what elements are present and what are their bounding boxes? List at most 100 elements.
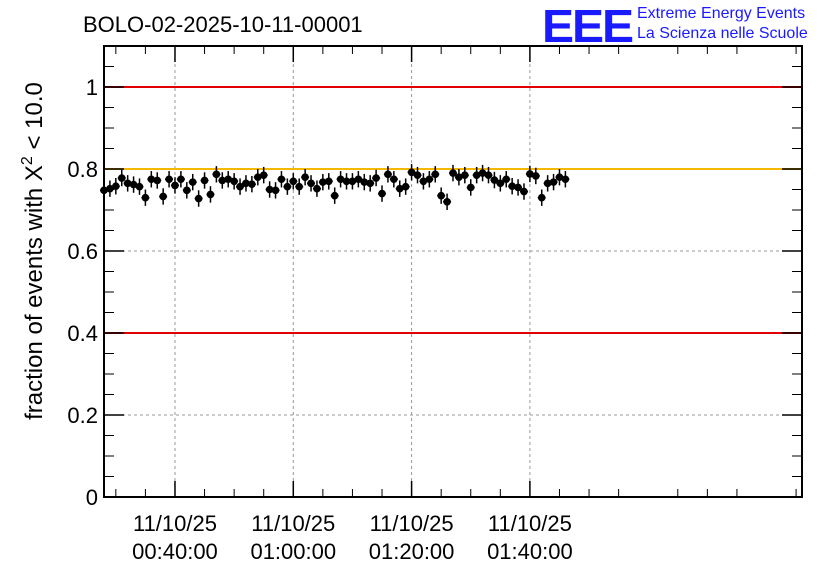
marker: [431, 170, 440, 179]
marker: [478, 169, 487, 177]
x-tick-label-date-0: 11/10/25: [133, 511, 217, 536]
marker: [289, 177, 298, 186]
data-point: [111, 178, 120, 195]
data-point: [295, 178, 304, 195]
marker: [466, 183, 475, 192]
marker: [271, 186, 280, 195]
marker: [520, 187, 528, 196]
marker: [366, 179, 374, 188]
marker: [248, 180, 256, 188]
marker: [549, 178, 558, 186]
marker: [419, 177, 428, 186]
x-tick-label-date-1: 11/10/25: [251, 511, 335, 536]
data-point: [200, 172, 209, 189]
marker: [395, 184, 404, 193]
marker: [390, 175, 398, 184]
y-tick-label-0: 0: [86, 485, 98, 510]
x-tick-label-time-0: 00:40:00: [132, 539, 218, 564]
data-point: [460, 166, 469, 184]
marker: [253, 173, 262, 181]
data-point: [407, 164, 416, 181]
data-point: [247, 175, 256, 193]
marker: [455, 173, 463, 181]
data-point: [170, 177, 179, 194]
x-tick-label-date-3: 11/10/25: [488, 511, 572, 536]
marker: [336, 175, 345, 184]
marker: [413, 171, 422, 179]
data-point: [206, 186, 215, 203]
marker: [342, 177, 351, 186]
data-point: [525, 165, 534, 183]
data-point: [330, 187, 339, 204]
marker: [307, 179, 315, 188]
data-point: [129, 176, 138, 193]
data-point: [531, 167, 540, 185]
marker: [372, 174, 380, 182]
data-point: [490, 171, 499, 189]
data-point: [555, 169, 564, 186]
data-point: [194, 190, 203, 207]
data-point: [383, 166, 392, 183]
data-point: [307, 175, 316, 192]
data-point: [366, 175, 375, 192]
y-tick-label-1: 0.2: [67, 403, 98, 428]
marker: [236, 182, 244, 191]
marker: [242, 179, 250, 188]
data-point: [519, 183, 528, 200]
marker: [224, 175, 233, 184]
marker: [526, 170, 534, 178]
marker: [117, 174, 126, 182]
marker: [348, 177, 357, 186]
marker: [188, 178, 197, 186]
marker: [508, 182, 516, 191]
y-axis-title-prefix: fraction of events with X: [21, 165, 48, 420]
marker: [313, 184, 321, 193]
marker: [218, 176, 227, 185]
marker: [490, 176, 499, 184]
marker: [330, 191, 339, 200]
marker: [502, 175, 511, 184]
data-point: [312, 180, 321, 197]
marker: [407, 168, 416, 177]
marker: [153, 176, 162, 185]
data-point: [348, 173, 357, 190]
logo-line-2: La Scienza nelle Scuole: [637, 25, 808, 42]
marker: [543, 179, 552, 188]
marker: [532, 172, 540, 180]
marker: [496, 179, 505, 188]
data-point: [561, 171, 570, 188]
data-point: [301, 169, 310, 186]
marker: [141, 193, 150, 202]
marker: [319, 178, 327, 186]
marker: [259, 171, 268, 179]
y-tick-label-4: 0.8: [67, 157, 98, 182]
y-axis-title-superscript: 2: [19, 156, 36, 165]
chart-title: BOLO-02-2025-10-11-00001: [83, 12, 363, 37]
data-point: [324, 173, 333, 190]
marker: [555, 173, 564, 181]
reference-lines: [104, 86, 802, 334]
data-point: [212, 166, 221, 183]
data-point: [466, 179, 475, 196]
marker: [183, 186, 191, 195]
x-axis: 11/10/25 00:40:00 11/10/25 01:00:00 11/10/25…: [115, 46, 797, 564]
data-point: [443, 193, 452, 210]
data-point: [224, 171, 233, 188]
data-point: [401, 178, 410, 195]
data-point: [230, 173, 239, 190]
data-point: [283, 178, 292, 195]
y-tick-label-5: 1: [86, 75, 98, 100]
marker: [112, 182, 120, 191]
data-point: [431, 166, 440, 183]
data-point: [141, 189, 150, 206]
marker: [230, 177, 238, 186]
marker: [360, 178, 369, 186]
marker: [147, 175, 156, 184]
marker: [265, 185, 274, 194]
marker: [461, 171, 469, 179]
data-point: [182, 182, 191, 199]
data-point: [389, 171, 398, 188]
marker: [449, 169, 457, 177]
data-point: [117, 169, 126, 187]
